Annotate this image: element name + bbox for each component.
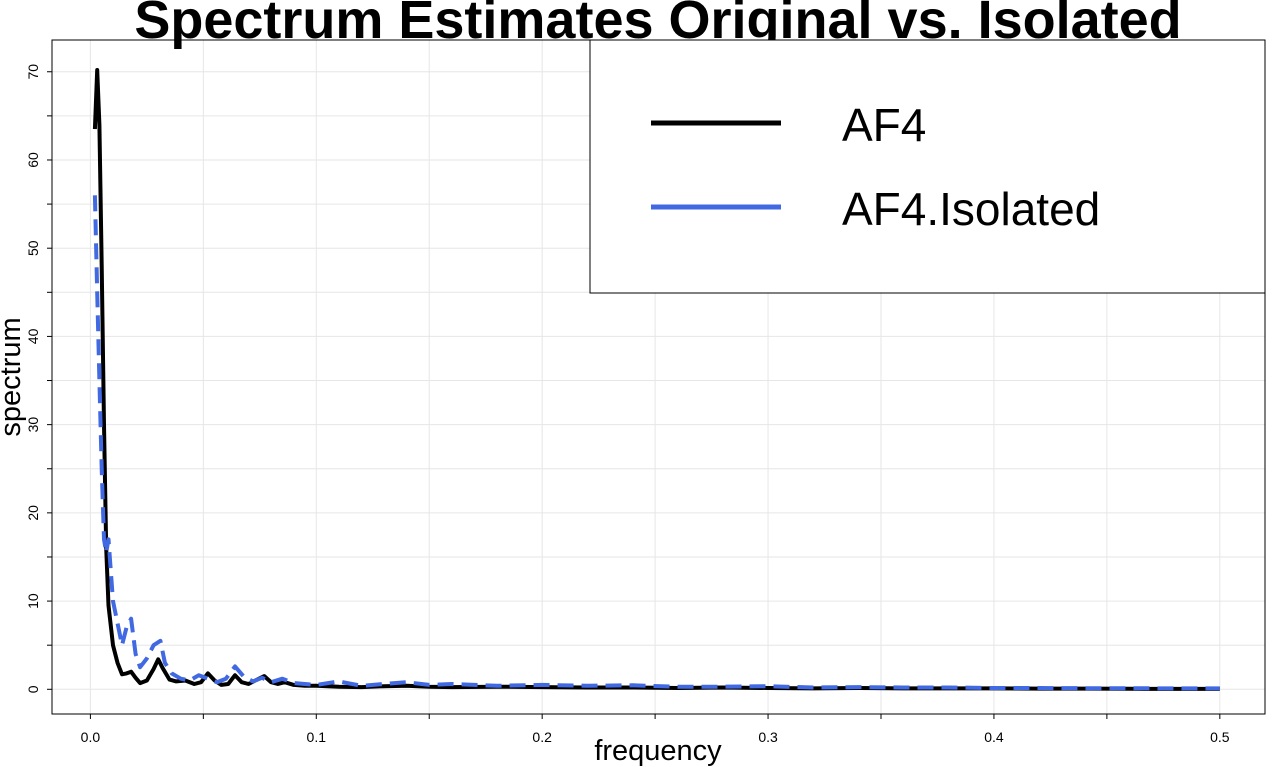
x-tick-label: 0.1 [307, 729, 327, 745]
y-tick-label: 0 [25, 685, 41, 693]
legend-label-af4-isolated: AF4.Isolated [842, 183, 1100, 235]
legend-box [589, 39, 1266, 294]
legend: AF4 AF4.Isolated [589, 39, 1266, 294]
series-line-af4-isolated [92, 195, 1220, 691]
y-tick-label: 40 [25, 328, 41, 344]
y-tick-label: 30 [25, 417, 41, 433]
x-tick-label: 0.5 [1210, 729, 1230, 745]
x-tick-label: 0.0 [81, 729, 101, 745]
y-axis: 0 10 20 30 40 50 60 70 [25, 64, 52, 693]
y-tick-label: 20 [25, 505, 41, 521]
legend-label-af4: AF4 [842, 99, 926, 151]
x-tick-label: 0.4 [984, 729, 1004, 745]
y-tick-label: 60 [25, 152, 41, 168]
x-axis: 0.0 0.1 0.2 0.3 0.4 0.5 [81, 714, 1230, 745]
x-tick-label: 0.3 [758, 729, 778, 745]
y-tick-label: 10 [25, 593, 41, 609]
y-tick-label: 50 [25, 240, 41, 256]
x-tick-label: 0.2 [532, 729, 552, 745]
y-axis-title: spectrum [0, 317, 27, 436]
series-layer [92, 68, 1220, 691]
x-axis-title: frequency [594, 735, 722, 767]
y-tick-label: 70 [25, 64, 41, 80]
